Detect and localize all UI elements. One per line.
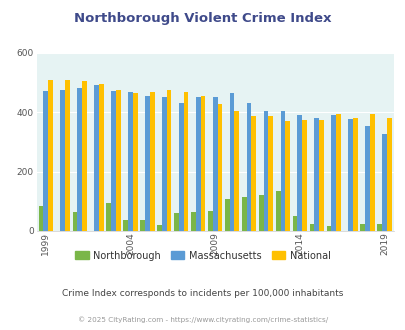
Bar [157, 225, 162, 231]
Text: Northborough Violent Crime Index: Northborough Violent Crime Index [74, 12, 331, 24]
Bar [166, 90, 171, 231]
Bar [48, 80, 53, 231]
Bar [77, 88, 82, 231]
Bar [60, 90, 65, 231]
Bar [335, 114, 340, 231]
Bar [318, 120, 323, 231]
Bar [224, 199, 229, 231]
Bar [116, 90, 120, 231]
Bar [99, 84, 104, 231]
Bar [140, 220, 145, 231]
Bar [360, 224, 364, 231]
Bar [280, 111, 285, 231]
Bar [217, 104, 222, 231]
Bar [145, 96, 149, 231]
Bar [330, 115, 335, 231]
Bar [263, 111, 268, 231]
Bar [347, 119, 352, 231]
Bar [364, 125, 369, 231]
Bar [200, 96, 205, 231]
Bar [229, 93, 234, 231]
Bar [313, 117, 318, 231]
Bar [82, 81, 87, 231]
Bar [179, 103, 183, 231]
Bar [128, 92, 132, 231]
Bar [377, 224, 381, 231]
Bar [285, 121, 289, 231]
Bar [132, 93, 137, 231]
Bar [111, 91, 116, 231]
Bar [297, 115, 301, 231]
Bar [309, 224, 313, 231]
Bar [301, 120, 306, 231]
Bar [251, 116, 256, 231]
Bar [38, 206, 43, 231]
Bar [72, 212, 77, 231]
Bar [195, 97, 200, 231]
Bar [43, 90, 48, 231]
Bar [234, 111, 239, 231]
Bar [275, 191, 280, 231]
Bar [241, 197, 246, 231]
Legend: Northborough, Massachusetts, National: Northborough, Massachusetts, National [75, 251, 330, 261]
Bar [369, 114, 374, 231]
Bar [106, 203, 111, 231]
Text: © 2025 CityRating.com - https://www.cityrating.com/crime-statistics/: © 2025 CityRating.com - https://www.city… [78, 317, 327, 323]
Bar [123, 220, 128, 231]
Bar [246, 103, 251, 231]
Bar [162, 97, 166, 231]
Bar [381, 134, 386, 231]
Bar [65, 81, 70, 231]
Bar [174, 213, 179, 231]
Bar [183, 92, 188, 231]
Text: Crime Index corresponds to incidents per 100,000 inhabitants: Crime Index corresponds to incidents per… [62, 289, 343, 298]
Bar [326, 226, 330, 231]
Bar [212, 97, 217, 231]
Bar [352, 117, 357, 231]
Bar [268, 116, 273, 231]
Bar [191, 212, 195, 231]
Bar [386, 118, 391, 231]
Bar [258, 195, 263, 231]
Bar [292, 216, 297, 231]
Bar [94, 85, 99, 231]
Bar [149, 92, 154, 231]
Bar [207, 211, 212, 231]
